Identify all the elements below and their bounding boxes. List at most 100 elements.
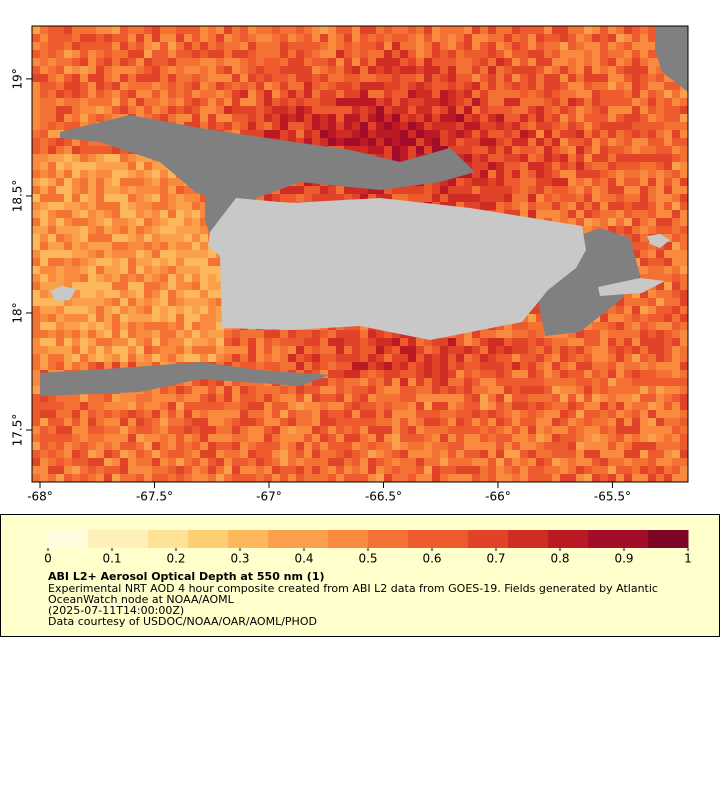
raster-cell xyxy=(88,474,96,482)
raster-cell xyxy=(80,434,88,442)
raster-cell xyxy=(384,402,392,410)
raster-cell xyxy=(576,90,584,98)
raster-cell xyxy=(56,266,64,274)
raster-cell xyxy=(200,322,208,330)
raster-cell xyxy=(400,402,408,410)
raster-cell xyxy=(32,242,40,250)
colorbar-swatch xyxy=(528,530,549,548)
raster-cell xyxy=(520,82,528,90)
raster-cell xyxy=(64,330,72,338)
raster-cell xyxy=(264,362,272,370)
raster-cell xyxy=(624,26,632,34)
raster-cell xyxy=(592,50,600,58)
raster-cell xyxy=(600,114,608,122)
raster-cell xyxy=(368,138,376,146)
raster-cell xyxy=(480,466,488,474)
raster-cell xyxy=(456,338,464,346)
raster-cell xyxy=(472,346,480,354)
raster-cell xyxy=(152,210,160,218)
raster-cell xyxy=(656,130,664,138)
raster-cell xyxy=(224,106,232,114)
raster-cell xyxy=(224,474,232,482)
raster-cell xyxy=(576,362,584,370)
colorbar-swatch xyxy=(68,530,89,548)
raster-cell xyxy=(376,354,384,362)
raster-cell xyxy=(672,290,680,298)
raster-cell xyxy=(288,122,296,130)
raster-cell xyxy=(624,354,632,362)
raster-cell xyxy=(56,362,64,370)
raster-cell xyxy=(120,34,128,42)
colorbar-swatch xyxy=(548,530,569,548)
raster-cell xyxy=(408,338,416,346)
raster-cell xyxy=(608,58,616,66)
raster-cell xyxy=(440,178,448,186)
raster-cell xyxy=(672,378,680,386)
raster-cell xyxy=(272,402,280,410)
raster-cell xyxy=(40,74,48,82)
raster-cell xyxy=(224,378,232,386)
raster-cell xyxy=(200,282,208,290)
raster-cell xyxy=(336,466,344,474)
raster-cell xyxy=(440,474,448,482)
raster-cell xyxy=(40,434,48,442)
raster-cell xyxy=(80,354,88,362)
raster-cell xyxy=(592,98,600,106)
raster-cell xyxy=(136,418,144,426)
raster-cell xyxy=(104,354,112,362)
raster-cell xyxy=(456,114,464,122)
raster-cell xyxy=(504,410,512,418)
raster-cell xyxy=(520,442,528,450)
raster-cell xyxy=(288,114,296,122)
raster-cell xyxy=(536,146,544,154)
raster-cell xyxy=(368,458,376,466)
raster-cell xyxy=(512,90,520,98)
raster-cell xyxy=(632,82,640,90)
raster-cell xyxy=(592,434,600,442)
raster-cell xyxy=(424,466,432,474)
raster-cell xyxy=(624,410,632,418)
raster-cell xyxy=(480,458,488,466)
raster-cell xyxy=(232,474,240,482)
raster-cell xyxy=(312,458,320,466)
raster-cell xyxy=(48,474,56,482)
raster-cell xyxy=(504,402,512,410)
raster-cell xyxy=(456,418,464,426)
raster-cell xyxy=(672,146,680,154)
raster-cell xyxy=(664,298,672,306)
raster-cell xyxy=(552,418,560,426)
colorbar-swatch xyxy=(128,530,149,548)
raster-cell xyxy=(472,434,480,442)
raster-cell xyxy=(528,426,536,434)
raster-cell xyxy=(352,434,360,442)
raster-cell xyxy=(344,90,352,98)
raster-cell xyxy=(488,42,496,50)
raster-cell xyxy=(128,282,136,290)
raster-cell xyxy=(304,426,312,434)
raster-cell xyxy=(464,426,472,434)
raster-cell xyxy=(400,394,408,402)
raster-cell xyxy=(408,122,416,130)
raster-cell xyxy=(48,210,56,218)
raster-cell xyxy=(632,146,640,154)
raster-cell xyxy=(576,426,584,434)
raster-cell xyxy=(448,354,456,362)
raster-cell xyxy=(328,354,336,362)
raster-cell xyxy=(232,330,240,338)
raster-cell xyxy=(448,426,456,434)
raster-cell xyxy=(472,154,480,162)
raster-cell xyxy=(584,354,592,362)
raster-cell xyxy=(160,218,168,226)
raster-cell xyxy=(376,34,384,42)
raster-cell xyxy=(464,42,472,50)
raster-cell xyxy=(552,434,560,442)
raster-cell xyxy=(48,58,56,66)
raster-cell xyxy=(88,162,96,170)
raster-cell xyxy=(664,386,672,394)
raster-cell xyxy=(384,330,392,338)
raster-cell xyxy=(488,450,496,458)
raster-cell xyxy=(544,458,552,466)
raster-cell xyxy=(136,34,144,42)
raster-cell xyxy=(176,26,184,34)
raster-cell xyxy=(592,42,600,50)
